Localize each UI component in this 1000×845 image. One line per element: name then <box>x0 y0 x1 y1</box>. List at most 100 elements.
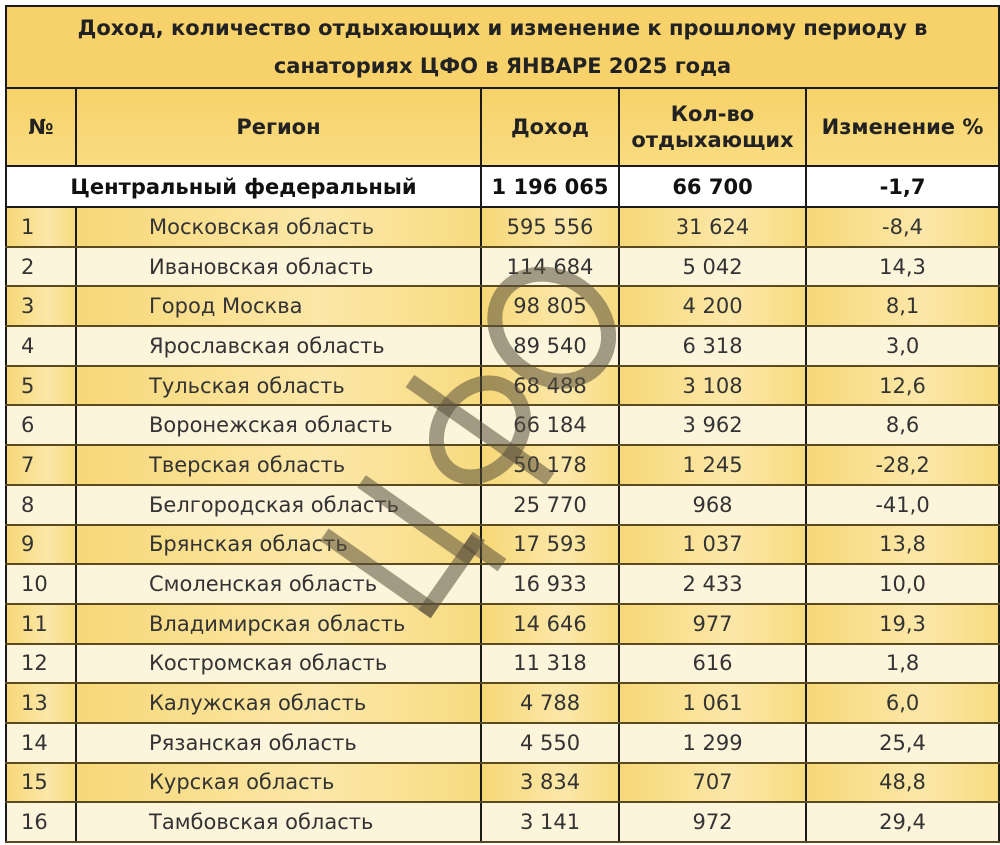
cell-region: Курская область <box>75 761 482 804</box>
cell-num: 8 <box>5 483 77 526</box>
cell-income: 14 646 <box>480 602 620 645</box>
header-count: Кол-во отдыхающих <box>618 87 807 167</box>
table-row: 6 Воронежская область 66 184 3 962 8,6 <box>5 404 1000 447</box>
cell-income: 4 550 <box>480 721 620 764</box>
table-row: 11 Владимирская область 14 646 977 19,3 <box>5 602 1000 645</box>
cell-count: 3 962 <box>618 404 807 447</box>
cell-change: 25,4 <box>804 721 1000 764</box>
cell-num: 4 <box>5 325 77 367</box>
cell-region: Смоленская область <box>75 563 482 605</box>
cell-income: 25 770 <box>480 483 620 526</box>
table-title: Доход, количество отдыхающих и изменение… <box>4 5 1000 89</box>
cell-count: 3 108 <box>618 364 807 407</box>
table-row: 1 Московская область 595 556 31 624 -8,4 <box>5 206 1000 248</box>
cell-count: 2 433 <box>618 563 807 605</box>
cell-num: 9 <box>5 523 77 566</box>
total-row: Центральный федеральный 1 196 065 66 700… <box>5 165 1000 208</box>
cell-region: Ярославская область <box>75 325 482 367</box>
cell-change: 29,4 <box>804 801 1000 843</box>
cell-count: 1 245 <box>618 444 807 486</box>
cell-income: 89 540 <box>480 325 620 367</box>
cell-change: 12,6 <box>804 364 1000 407</box>
table-row: 15 Курская область 3 834 707 48,8 <box>5 761 1000 804</box>
cell-change: 48,8 <box>804 761 1000 804</box>
cell-income: 68 488 <box>480 364 620 407</box>
cell-region: Город Москва <box>75 285 482 328</box>
cell-change: 10,0 <box>804 563 1000 605</box>
table-row: 12 Костромская область 11 318 616 1,8 <box>5 642 1000 685</box>
table-row: 2 Ивановская область 114 684 5 042 14,3 <box>5 245 1000 288</box>
cell-num: 14 <box>5 721 77 764</box>
cell-num: 3 <box>5 285 77 328</box>
cell-change: -41,0 <box>804 483 1000 526</box>
table-row: 5 Тульская область 68 488 3 108 12,6 <box>5 364 1000 407</box>
cell-change: 3,0 <box>804 325 1000 367</box>
cell-count: 972 <box>618 801 807 843</box>
cell-region: Тамбовская область <box>75 801 482 843</box>
cell-count: 968 <box>618 483 807 526</box>
table-row: 8 Белгородская область 25 770 968 -41,0 <box>5 483 1000 526</box>
header-region: Регион <box>75 87 482 167</box>
total-region: Центральный федеральный <box>5 165 482 208</box>
cell-region: Владимирская область <box>75 602 482 645</box>
table-row: 7 Тверская область 50 178 1 245 -28,2 <box>5 444 1000 486</box>
cell-change: 14,3 <box>804 245 1000 288</box>
cell-change: -8,4 <box>804 206 1000 248</box>
table-row: 10 Смоленская область 16 933 2 433 10,0 <box>5 563 1000 605</box>
table-row: 16 Тамбовская область 3 141 972 29,4 <box>5 801 1000 843</box>
sanatorium-table: Доход, количество отдыхающих и изменение… <box>4 5 1000 843</box>
cell-count: 707 <box>618 761 807 804</box>
cell-region: Брянская область <box>75 523 482 566</box>
total-income: 1 196 065 <box>480 165 620 208</box>
cell-num: 10 <box>5 563 77 605</box>
header-income: Доход <box>480 87 620 167</box>
cell-change: 19,3 <box>804 602 1000 645</box>
cell-num: 13 <box>5 682 77 724</box>
cell-change: 8,1 <box>804 285 1000 328</box>
cell-change: 8,6 <box>804 404 1000 447</box>
cell-num: 6 <box>5 404 77 447</box>
cell-num: 11 <box>5 602 77 645</box>
cell-count: 31 624 <box>618 206 807 248</box>
cell-region: Тверская область <box>75 444 482 486</box>
cell-income: 98 805 <box>480 285 620 328</box>
cell-income: 66 184 <box>480 404 620 447</box>
cell-income: 50 178 <box>480 444 620 486</box>
cell-region: Костромская область <box>75 642 482 685</box>
cell-count: 1 299 <box>618 721 807 764</box>
cell-count: 5 042 <box>618 245 807 288</box>
header-num: № <box>5 87 77 167</box>
cell-change: -28,2 <box>804 444 1000 486</box>
cell-income: 17 593 <box>480 523 620 566</box>
table-row: 14 Рязанская область 4 550 1 299 25,4 <box>5 721 1000 764</box>
header-row: № Регион Доход Кол-во отдыхающих Изменен… <box>5 87 1000 167</box>
cell-num: 16 <box>5 801 77 843</box>
cell-region: Рязанская область <box>75 721 482 764</box>
cell-count: 1 037 <box>618 523 807 566</box>
cell-num: 1 <box>5 206 77 248</box>
table-row: 4 Ярославская область 89 540 6 318 3,0 <box>5 325 1000 367</box>
table-row: 3 Город Москва 98 805 4 200 8,1 <box>5 285 1000 328</box>
cell-count: 4 200 <box>618 285 807 328</box>
cell-income: 16 933 <box>480 563 620 605</box>
cell-income: 3 834 <box>480 761 620 804</box>
cell-change: 6,0 <box>804 682 1000 724</box>
cell-count: 616 <box>618 642 807 685</box>
cell-income: 11 318 <box>480 642 620 685</box>
cell-count: 6 318 <box>618 325 807 367</box>
cell-count: 1 061 <box>618 682 807 724</box>
cell-num: 12 <box>5 642 77 685</box>
header-change: Изменение % <box>804 87 1000 167</box>
cell-num: 7 <box>5 444 77 486</box>
total-change: -1,7 <box>804 165 1000 208</box>
cell-region: Ивановская область <box>75 245 482 288</box>
cell-region: Калужская область <box>75 682 482 724</box>
cell-num: 15 <box>5 761 77 804</box>
cell-region: Белгородская область <box>75 483 482 526</box>
table-row: 9 Брянская область 17 593 1 037 13,8 <box>5 523 1000 566</box>
cell-income: 3 141 <box>480 801 620 843</box>
cell-change: 13,8 <box>804 523 1000 566</box>
cell-region: Воронежская область <box>75 404 482 447</box>
cell-count: 977 <box>618 602 807 645</box>
cell-region: Тульская область <box>75 364 482 407</box>
